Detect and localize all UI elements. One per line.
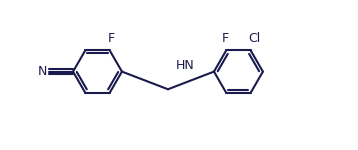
Text: F: F bbox=[107, 32, 115, 45]
Text: Cl: Cl bbox=[248, 32, 261, 45]
Text: N: N bbox=[38, 65, 47, 78]
Text: HN: HN bbox=[176, 59, 195, 72]
Text: F: F bbox=[221, 32, 228, 45]
